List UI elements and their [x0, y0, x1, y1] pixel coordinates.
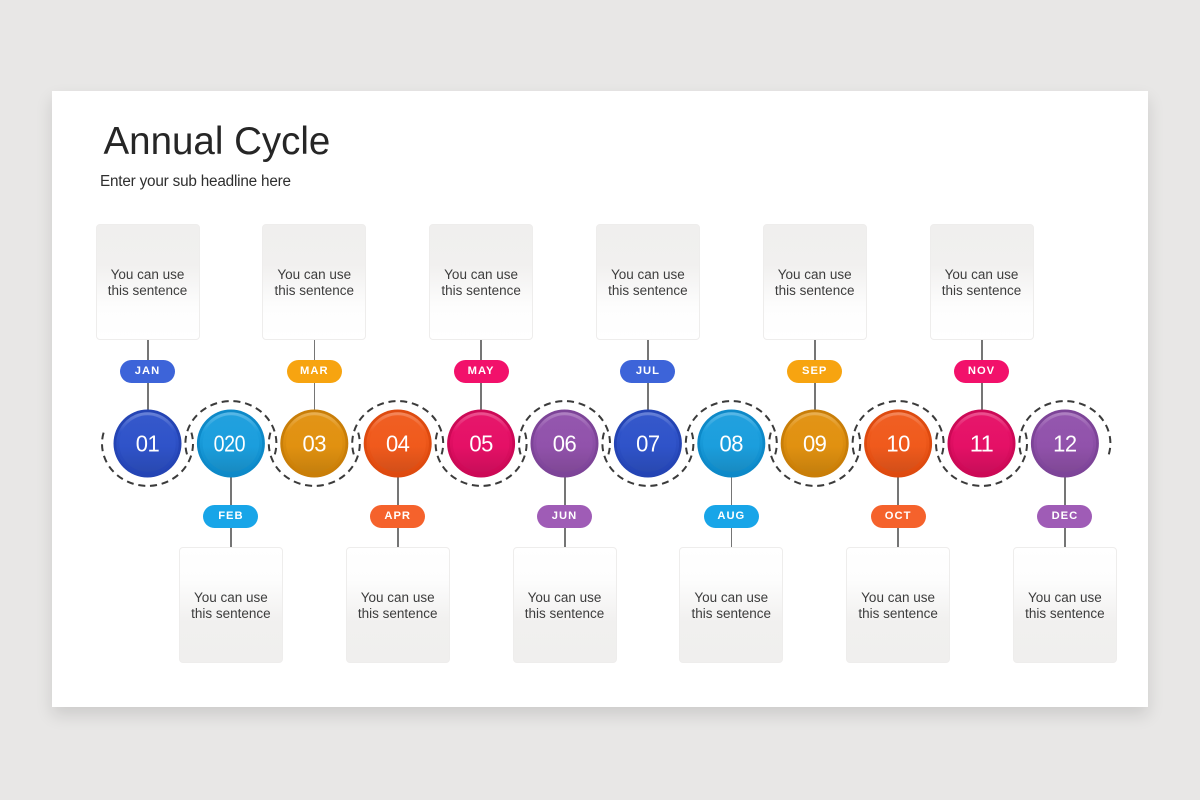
svg-text:08: 08	[720, 431, 744, 457]
svg-text:07: 07	[636, 431, 660, 457]
svg-text:12: 12	[1053, 431, 1077, 457]
svg-text:10: 10	[886, 431, 910, 457]
svg-text:09: 09	[803, 431, 827, 457]
svg-text:01: 01	[136, 431, 160, 457]
svg-text:06: 06	[553, 431, 577, 457]
svg-text:11: 11	[970, 431, 994, 457]
svg-text:03: 03	[303, 431, 327, 457]
svg-text:04: 04	[386, 431, 410, 457]
svg-text:020: 020	[214, 431, 246, 457]
svg-text:05: 05	[469, 431, 493, 457]
